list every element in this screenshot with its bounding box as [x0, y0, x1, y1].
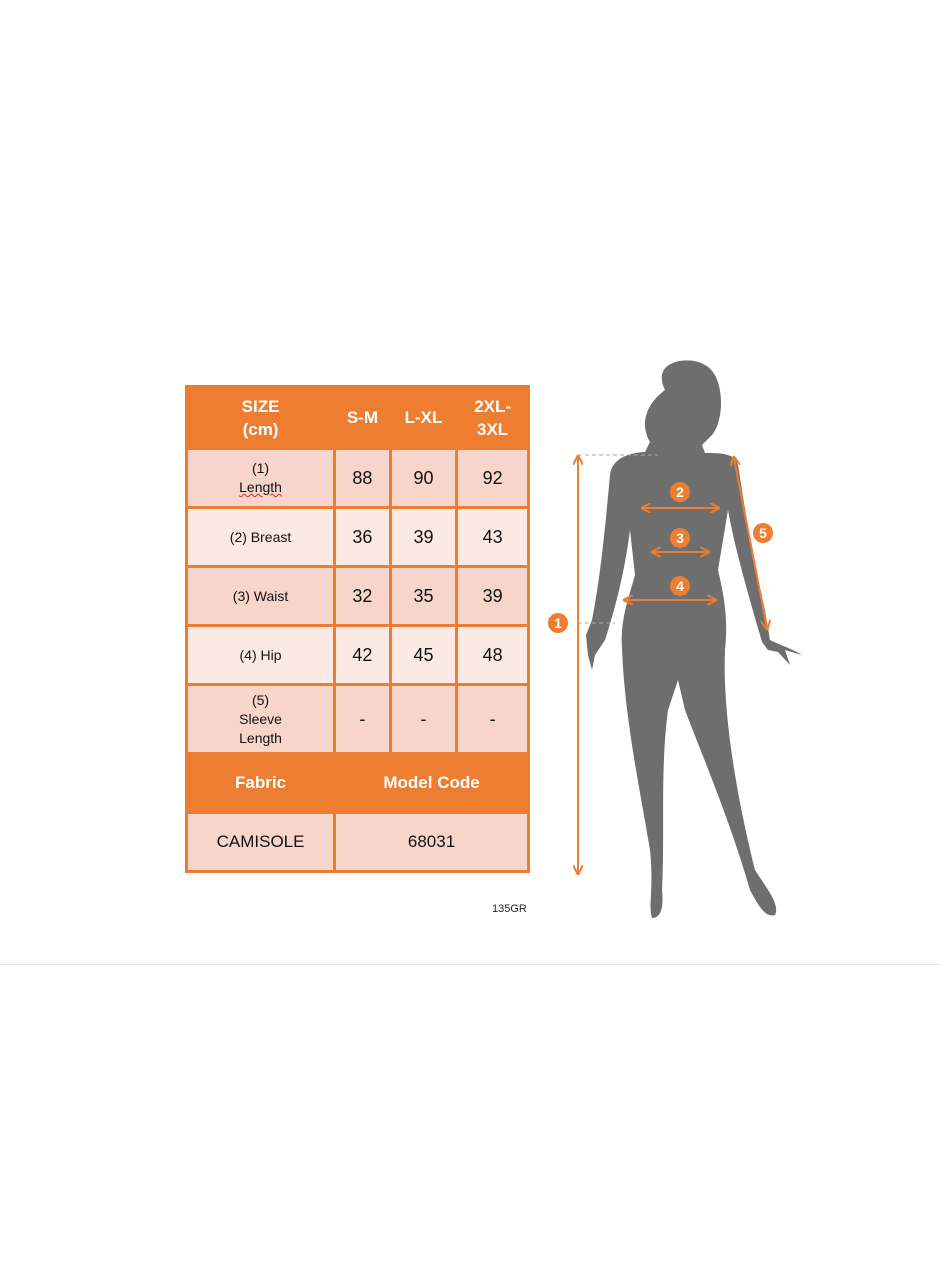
marker-3: 3: [676, 530, 684, 546]
table-row: (2) Breast 36 39 43: [184, 506, 530, 568]
row-label-breast: (2) Breast: [184, 506, 337, 568]
cell: -: [333, 683, 392, 755]
weight-label: 135GR: [492, 903, 527, 915]
cell: 92: [455, 447, 530, 509]
table-row: (4) Hip 42 45 48: [184, 624, 530, 686]
header-2xl-3xl: 2XL-3XL: [455, 385, 530, 450]
cell: 39: [388, 506, 459, 568]
header-l-xl: L-XL: [388, 385, 459, 450]
table-row: (3) Waist 32 35 39: [184, 565, 530, 627]
cell: 36: [333, 506, 392, 568]
body-measurement-figure: 1 2 3 4 5: [548, 360, 802, 918]
cell: 88: [333, 447, 392, 509]
fabric-value: CAMISOLE: [184, 811, 337, 873]
header-fabric: Fabric: [184, 752, 337, 814]
row-label-sleeve-length: (5) Sleeve Length: [184, 683, 337, 755]
cell: 48: [455, 624, 530, 686]
table-row: (1) Length 88 90 92: [184, 447, 530, 509]
table-row: (5) Sleeve Length - - -: [184, 683, 530, 755]
marker-4: 4: [676, 578, 684, 594]
row-label-waist: (3) Waist: [184, 565, 337, 627]
cell: 32: [333, 565, 392, 627]
cell: 45: [388, 624, 459, 686]
marker-2: 2: [676, 484, 684, 500]
cell: 35: [388, 565, 459, 627]
cell: 42: [333, 624, 392, 686]
row-label-length: (1) Length: [184, 447, 337, 509]
header-s-m: S-M: [333, 385, 392, 450]
cell: 39: [455, 565, 530, 627]
header-model-code: Model Code: [333, 752, 530, 814]
divider: [0, 964, 940, 965]
size-chart-table: SIZE (cm) S-M L-XL 2XL-3XL (1) Length 88 9…: [184, 385, 530, 873]
footer-value-row: CAMISOLE 68031: [184, 811, 530, 873]
model-code-value: 68031: [333, 811, 530, 873]
header-2xl-3xl-label: 2XL-3XL: [474, 396, 512, 439]
cell: -: [388, 683, 459, 755]
silhouette: [586, 360, 802, 918]
cell: 43: [455, 506, 530, 568]
footer-header-row: Fabric Model Code: [184, 752, 530, 814]
cell: 90: [388, 447, 459, 509]
table-header-row: SIZE (cm) S-M L-XL 2XL-3XL: [184, 385, 530, 450]
cell: -: [455, 683, 530, 755]
header-size: SIZE (cm): [184, 385, 337, 450]
marker-1: 1: [554, 615, 562, 631]
row-label-hip: (4) Hip: [184, 624, 337, 686]
marker-5: 5: [759, 525, 767, 541]
sleeve-arrow: [734, 458, 767, 628]
